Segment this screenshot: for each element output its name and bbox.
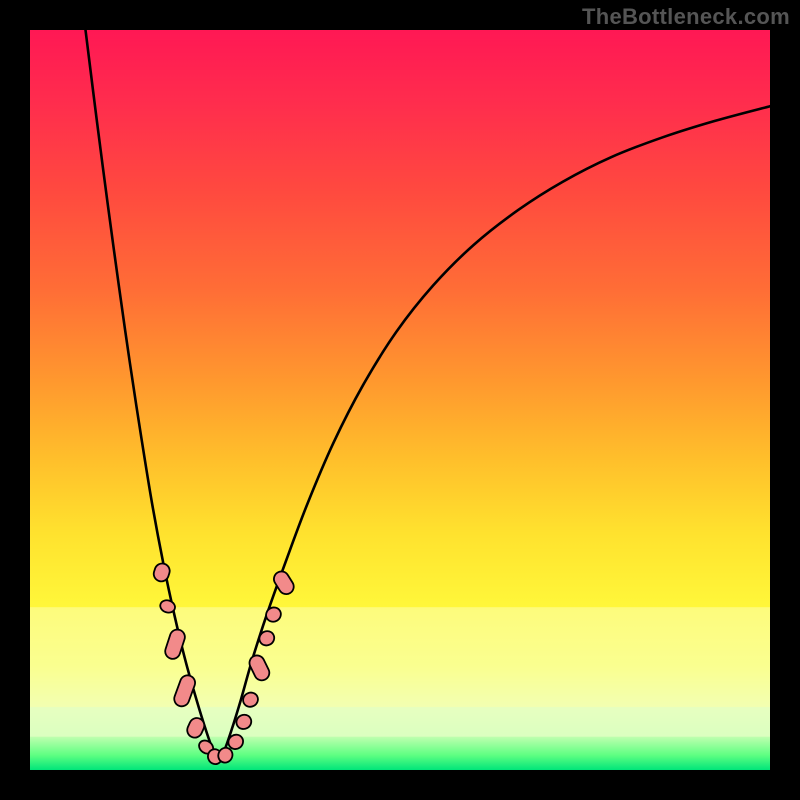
- bottleneck-chart: [0, 0, 800, 800]
- highlight-bands: [30, 607, 770, 736]
- highlight-band: [30, 607, 770, 707]
- watermark-text: TheBottleneck.com: [582, 4, 790, 30]
- chart-root: TheBottleneck.com: [0, 0, 800, 800]
- highlight-band: [30, 707, 770, 737]
